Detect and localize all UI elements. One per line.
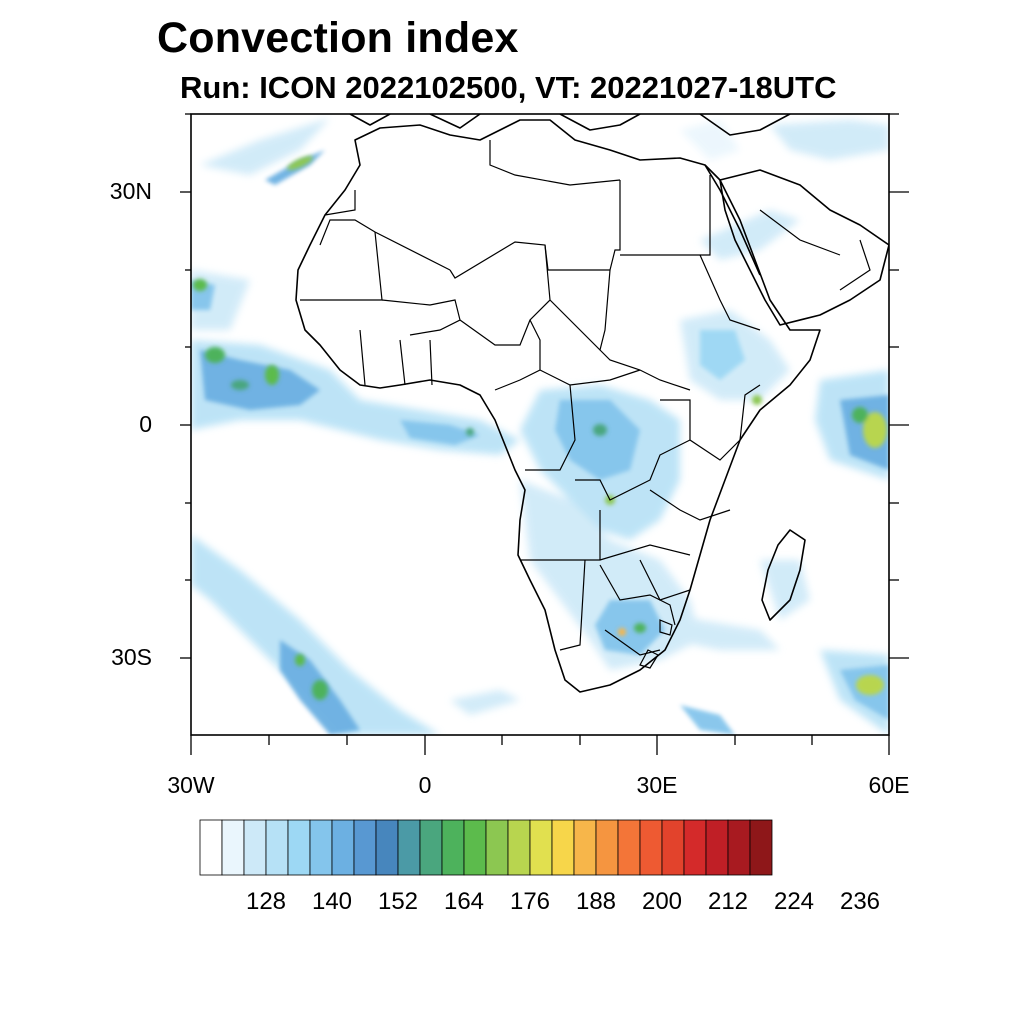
colorbar-label: 152 [377, 888, 419, 915]
spot-south-atlantic-2 [295, 654, 305, 666]
core-south-africa [595, 600, 665, 655]
colorbar-box [441, 819, 465, 876]
colorbar-box [529, 819, 553, 876]
chart-title: Convection index [157, 14, 519, 62]
spot-gulf [466, 428, 474, 436]
colorbar-box [243, 819, 267, 876]
colorbar-label: 176 [509, 888, 551, 915]
spot-atlantic-3 [231, 380, 249, 390]
coastlines [295, 114, 889, 693]
spot-somalia [752, 395, 762, 405]
field-sahara-north [680, 120, 740, 160]
core-itcz-west [200, 350, 320, 410]
field-southwest-band [450, 690, 520, 715]
colorbar-box [595, 819, 619, 876]
spot-south-africa-2 [634, 623, 646, 633]
field-north-atlantic [200, 118, 330, 175]
core-mozambique-channel [680, 705, 735, 735]
colorbar-box [617, 819, 641, 876]
lat-label-30n: 30N [109, 178, 152, 204]
colorbar [199, 819, 773, 876]
lat-label-0: 0 [139, 411, 152, 437]
core-congo [555, 400, 640, 480]
lat-ticks [180, 113, 909, 659]
colorbar-box [573, 819, 597, 876]
colorbar-box [727, 819, 751, 876]
spot-se-indian [856, 675, 884, 695]
colorbar-box [375, 819, 399, 876]
colorbar-box [309, 819, 333, 876]
colorbar-box [265, 819, 289, 876]
madagascar-coastline [761, 529, 806, 621]
spot-west-edge [193, 279, 207, 291]
africa-coastline [295, 119, 821, 693]
spot-indian-east-2 [852, 407, 868, 423]
colorbar-label: 188 [575, 888, 617, 915]
europe-coastline [349, 114, 791, 136]
colorbar-box [397, 819, 421, 876]
field-med-east [770, 120, 889, 160]
colorbar-label: 200 [641, 888, 683, 915]
lon-ticks [190, 735, 890, 755]
core-gulf-guinea [400, 420, 480, 445]
spot-south-atlantic [312, 680, 328, 700]
colorbar-box [331, 819, 355, 876]
lon-label-30w: 30W [167, 772, 215, 798]
spot-congo [593, 424, 607, 436]
lon-label-30e: 30E [636, 772, 678, 798]
core-east-africa [700, 330, 745, 380]
colorbar-box [353, 819, 377, 876]
colorbar-label: 128 [245, 888, 287, 915]
red-sea [704, 164, 761, 276]
colorbar-box [221, 819, 245, 876]
colorbar-box [705, 819, 729, 876]
colorbar-label: 224 [773, 888, 815, 915]
lon-label-60e: 60E [868, 772, 910, 798]
field-madagascar [760, 560, 810, 620]
lon-label-0: 0 [418, 772, 432, 798]
spot-atlantic-2 [265, 365, 279, 385]
country-borders [300, 140, 871, 669]
colorbar-box [419, 819, 443, 876]
arabia-coastline [719, 169, 889, 326]
field-south-atlantic-band [191, 535, 440, 735]
colorbar-box [463, 819, 487, 876]
colorbar-box [749, 819, 773, 876]
field-mozambique [640, 600, 780, 650]
colorbar-box [639, 819, 663, 876]
spot-indian-east [863, 412, 887, 448]
colorbar-label: 212 [707, 888, 749, 915]
colorbar-box [683, 819, 707, 876]
colorbar-label: 236 [839, 888, 881, 915]
spot-north-atlantic [287, 156, 313, 170]
colorbar-box [507, 819, 531, 876]
colorbar-box [199, 819, 223, 876]
colorbar-box [551, 819, 575, 876]
colorbar-label: 140 [311, 888, 353, 915]
colorbar-box [287, 819, 311, 876]
colorbar-box [661, 819, 685, 876]
chart-subtitle: Run: ICON 2022102500, VT: 20221027-18UTC [180, 70, 837, 105]
field-arabia [700, 210, 800, 260]
spot-atlantic-1 [205, 347, 225, 363]
colorbar-label: 164 [443, 888, 485, 915]
lat-label-30s: 30S [111, 644, 152, 670]
colorbar-box [485, 819, 509, 876]
spot-south-africa [618, 628, 626, 636]
convection-field [191, 118, 889, 735]
